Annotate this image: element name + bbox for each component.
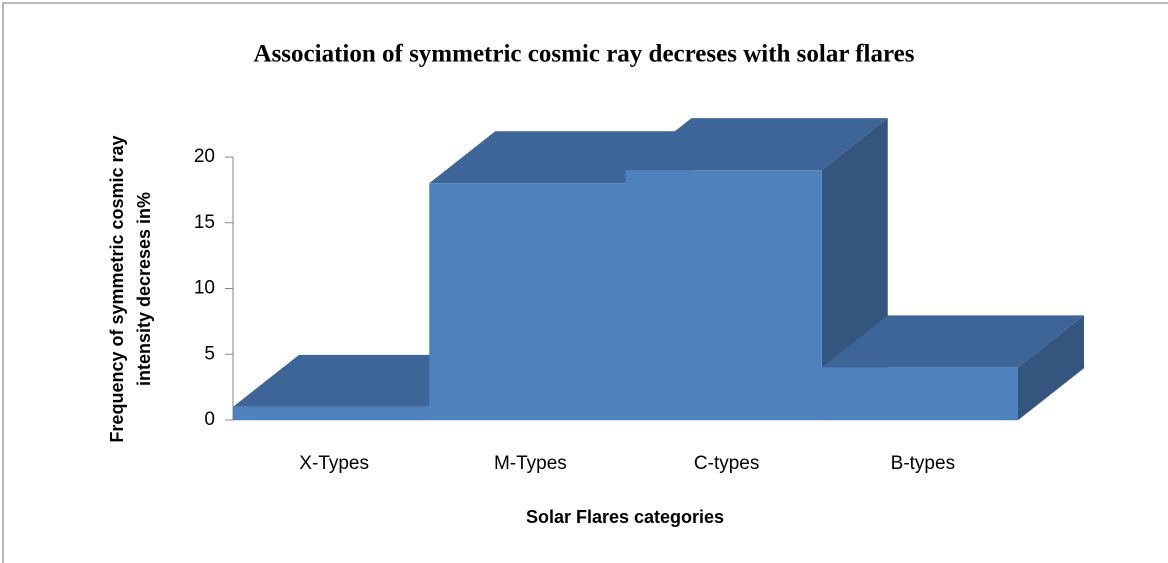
bar	[625, 118, 888, 421]
x-tick-label: C-types	[694, 453, 759, 474]
x-tick-label: M-Types	[494, 453, 567, 474]
bar-front	[821, 367, 1018, 420]
chart-title: Association of symmetric cosmic ray decr…	[254, 41, 915, 68]
x-axis-title: Solar Flares categories	[526, 507, 724, 527]
bar-front	[233, 406, 430, 420]
x-tick-label: B-types	[891, 453, 955, 474]
bar-side	[1018, 315, 1084, 420]
x-tick-label: X-Types	[299, 453, 369, 474]
y-tick-label: 15	[194, 212, 215, 233]
bar-front	[625, 170, 822, 420]
y-axis-title: intensity decreses in%	[134, 192, 154, 386]
y-tick-label: 10	[194, 278, 215, 299]
bar-top	[625, 118, 888, 171]
bar-front	[429, 183, 626, 420]
y-tick-label: 20	[194, 146, 215, 167]
bar	[821, 315, 1084, 420]
bar-top	[821, 315, 1084, 368]
y-tick-label: 5	[204, 343, 215, 364]
y-axis-title: Frequency of symmetric cosmic ray	[107, 135, 127, 442]
y-tick-label: 0	[204, 409, 215, 430]
